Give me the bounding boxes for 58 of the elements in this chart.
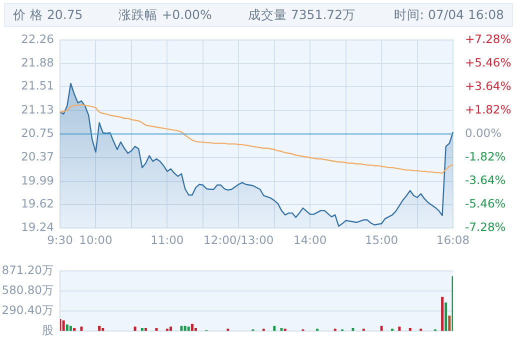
bar	[134, 326, 136, 331]
bar	[187, 326, 190, 331]
bar	[352, 328, 354, 331]
x-tick-label: 14:00	[294, 232, 327, 247]
x-tick-label: 10:00	[79, 232, 112, 247]
bar	[184, 326, 186, 331]
bar	[66, 324, 68, 331]
y-tick-label: 20.75	[21, 126, 54, 140]
y2-tick-label: +7.28%	[465, 32, 512, 46]
y-tick-label: 21.51	[21, 78, 54, 93]
y2-tick-label: +3.64%	[465, 78, 512, 93]
x-tick-label: 16:08	[436, 232, 470, 247]
bar	[408, 328, 412, 331]
bar	[444, 302, 448, 331]
bar	[194, 328, 197, 331]
bar	[144, 328, 147, 331]
y-tick-label: 19.62	[21, 196, 54, 210]
y2-tick-label: -3.64%	[465, 172, 506, 187]
y-tick-label: 871.20万	[2, 262, 54, 277]
bar	[273, 326, 276, 331]
bar	[98, 326, 101, 331]
bar	[155, 328, 158, 331]
y-tick-label: 20.37	[21, 150, 54, 164]
bar	[80, 326, 83, 331]
x-tick-label: 12:00/13:00	[204, 232, 274, 247]
y2-tick-label: -5.46%	[465, 196, 506, 210]
y2-tick-label: +1.82%	[465, 102, 512, 116]
y2-tick-label: 0.00%	[465, 126, 502, 140]
y2-tick-label: -7.28%	[465, 220, 506, 234]
y-tick-label: 290.40万	[2, 303, 54, 318]
y-tick-label: 21.13	[21, 102, 54, 116]
y-tick-label: 股	[42, 323, 54, 338]
x-tick-label: 15:00	[364, 232, 398, 247]
bar	[73, 328, 76, 331]
bar	[398, 326, 401, 331]
text: 时间: 07/04 16:08	[394, 6, 504, 24]
bar	[180, 326, 183, 331]
y-tick-label: 19.24	[21, 220, 54, 234]
text: 涨跌幅 +0.00%	[118, 6, 212, 24]
y2-tick-label: +5.46%	[465, 55, 512, 70]
y-tick-label: 21.88	[21, 56, 54, 70]
bar	[102, 328, 104, 331]
bar	[69, 326, 72, 331]
text: 成交量 7351.72万	[248, 6, 356, 24]
x-tick-label: 11:00	[150, 232, 184, 247]
bar	[140, 328, 144, 331]
y-tick-label: 19.99	[21, 173, 54, 188]
bar	[448, 316, 451, 331]
text: 价 格 20.75	[13, 6, 83, 24]
x-tick-label: 9:30	[47, 232, 73, 247]
y2-tick-label: -1.82%	[465, 149, 506, 164]
bar	[62, 320, 65, 331]
bar	[190, 324, 194, 331]
bar	[170, 326, 172, 331]
y-tick-label: 580.80万	[2, 282, 54, 297]
y-tick-label: 22.26	[21, 32, 54, 46]
bar	[380, 326, 383, 331]
bar	[441, 296, 444, 331]
